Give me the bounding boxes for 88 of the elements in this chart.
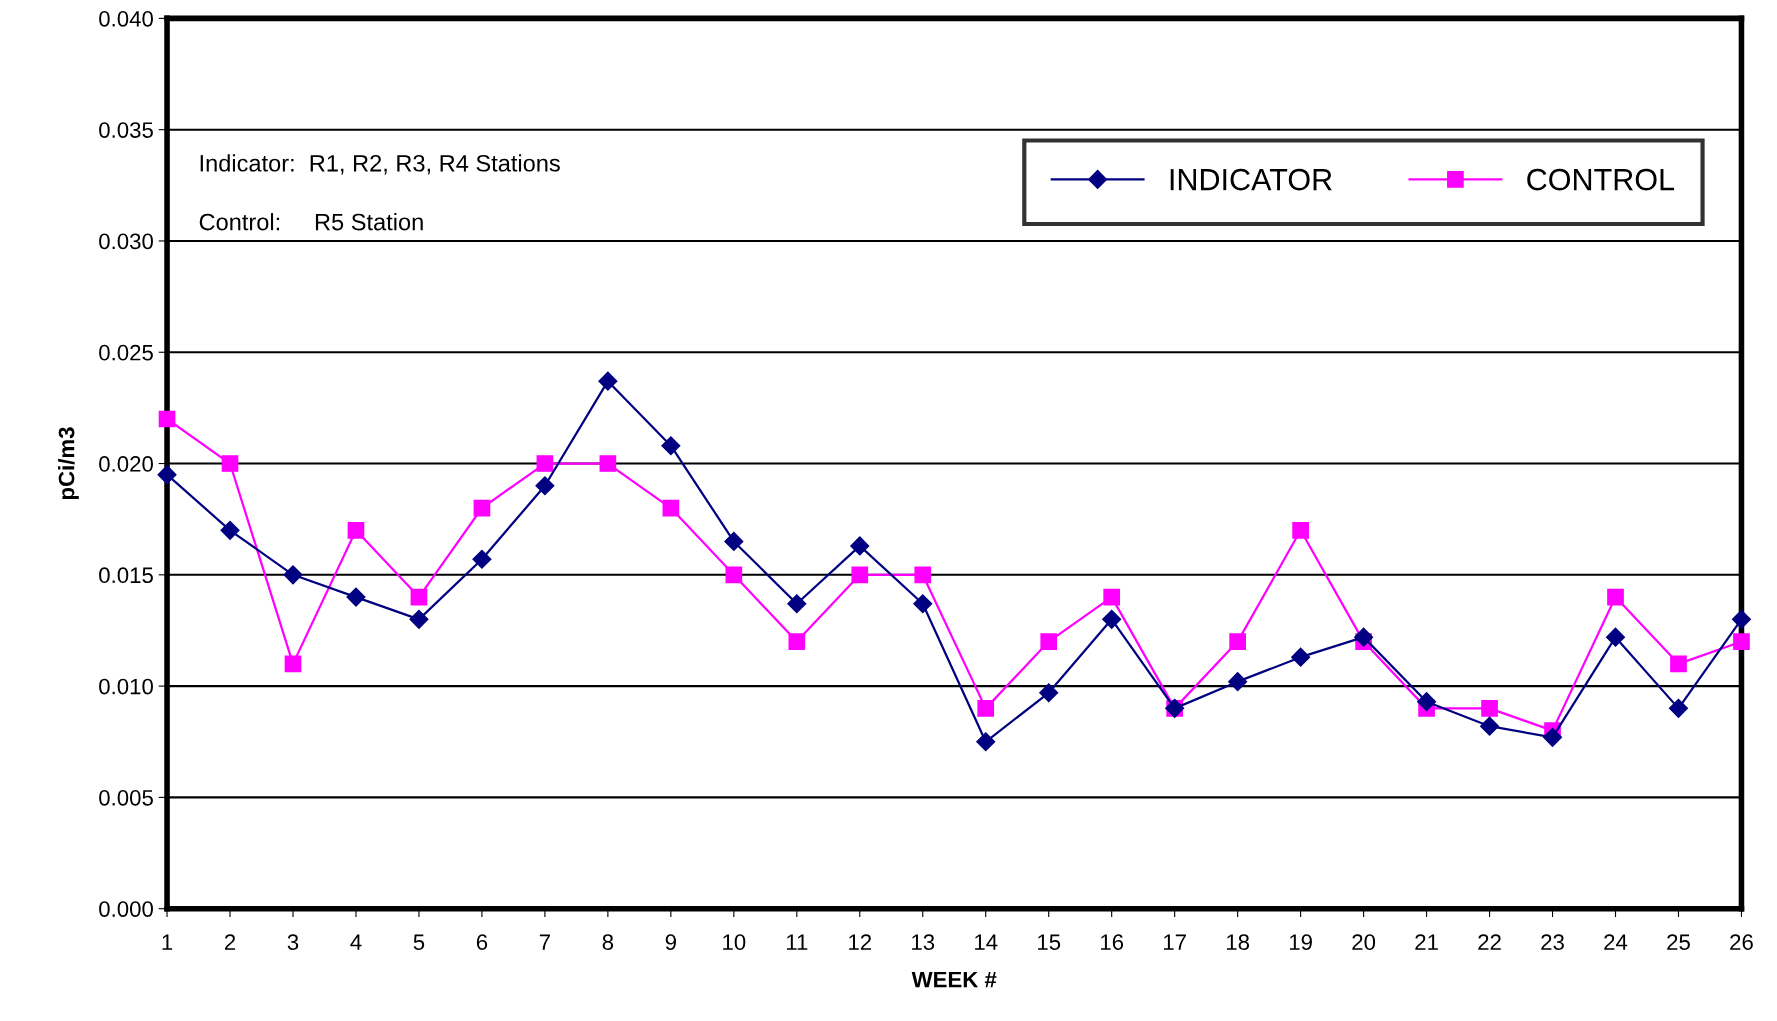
point — [662, 499, 680, 517]
x-tick-label: 14 — [975, 934, 998, 950]
x-tick-label: 8 — [602, 934, 614, 951]
x-tick-label: 21 — [1415, 934, 1438, 950]
point — [661, 436, 681, 456]
point — [472, 549, 492, 569]
point — [535, 476, 555, 496]
point — [1354, 627, 1374, 647]
x-tick-label: 22 — [1478, 934, 1501, 950]
x-tick-label: 6 — [476, 934, 488, 951]
point — [221, 455, 239, 472]
point — [1291, 647, 1311, 667]
point — [977, 700, 995, 717]
point — [1103, 588, 1121, 606]
point — [976, 732, 996, 752]
point — [599, 455, 617, 472]
x-tick-label: 4 — [350, 934, 362, 950]
x-tick-label: 20 — [1352, 934, 1376, 951]
y-tick-label: 0.005 — [99, 789, 153, 806]
x-tick-label: 10 — [723, 934, 746, 951]
y-tick-label: 0.020 — [99, 456, 153, 472]
x-tick-label: 3 — [287, 934, 299, 951]
legend-label: INDICATOR — [1170, 168, 1332, 191]
x-tick-label: 19 — [1289, 934, 1312, 951]
x-tick-label: 7 — [539, 934, 550, 950]
point — [347, 521, 365, 539]
point — [410, 588, 428, 606]
point — [1040, 633, 1058, 650]
point — [220, 520, 240, 540]
y-axis-title: pCi/m3 — [58, 427, 79, 500]
x-tick-label: 25 — [1667, 934, 1690, 951]
x-tick-label: 2 — [224, 934, 236, 950]
x-tick-label: 5 — [413, 934, 425, 951]
y-tick-label: 0.035 — [99, 122, 153, 138]
point — [1228, 672, 1248, 692]
x-tick-label: 9 — [665, 934, 676, 951]
point — [724, 531, 744, 551]
point — [914, 566, 932, 584]
point — [1731, 609, 1751, 629]
point — [1417, 692, 1437, 712]
y-tick-label: 0.040 — [99, 10, 153, 27]
point — [536, 455, 554, 472]
annotation: Indicator: R1, R2, R3, R4 Stations — [200, 154, 560, 175]
legend-label: CONTROL — [1527, 168, 1675, 191]
point — [1605, 627, 1626, 647]
annotation: Control: R5 Station — [199, 213, 423, 231]
x-tick-label: 16 — [1101, 934, 1124, 951]
point — [473, 499, 491, 517]
x-tick-label: 11 — [786, 934, 808, 950]
y-tick-label: 0.010 — [99, 678, 153, 695]
x-tick-label: 23 — [1541, 934, 1564, 951]
x-tick-label: 17 — [1164, 934, 1186, 950]
point — [283, 565, 303, 585]
point — [788, 633, 806, 650]
point — [1668, 698, 1689, 718]
point — [1733, 633, 1750, 650]
point — [1670, 655, 1687, 673]
y-tick-label: 0.015 — [99, 567, 153, 584]
x-axis-title: WEEK # — [911, 971, 997, 988]
x-tick-label: 18 — [1226, 934, 1250, 951]
point — [851, 566, 869, 584]
point — [157, 465, 177, 485]
x-tick-label: 26 — [1730, 934, 1753, 951]
x-tick-label: 15 — [1038, 934, 1061, 951]
point — [1542, 727, 1563, 747]
x-tick-label: 12 — [849, 934, 872, 950]
point — [1292, 521, 1309, 539]
x-tick-label: 1 — [162, 934, 173, 950]
point — [725, 566, 743, 584]
point — [1481, 700, 1498, 717]
point — [1229, 633, 1246, 650]
point — [1607, 588, 1624, 606]
point — [158, 410, 176, 428]
y-tick-label: 0.000 — [99, 901, 153, 917]
point — [1102, 609, 1122, 629]
point — [787, 594, 807, 614]
point — [598, 371, 618, 391]
y-tick-label: 0.025 — [99, 344, 153, 361]
point — [1039, 683, 1059, 703]
y-tick-label: 0.030 — [99, 233, 153, 250]
point — [1480, 716, 1500, 736]
point — [913, 594, 933, 614]
point — [850, 536, 870, 556]
point — [409, 609, 429, 629]
point — [284, 655, 302, 673]
point — [346, 587, 366, 607]
x-tick-label: 13 — [912, 934, 935, 951]
x-tick-label: 24 — [1604, 934, 1628, 950]
